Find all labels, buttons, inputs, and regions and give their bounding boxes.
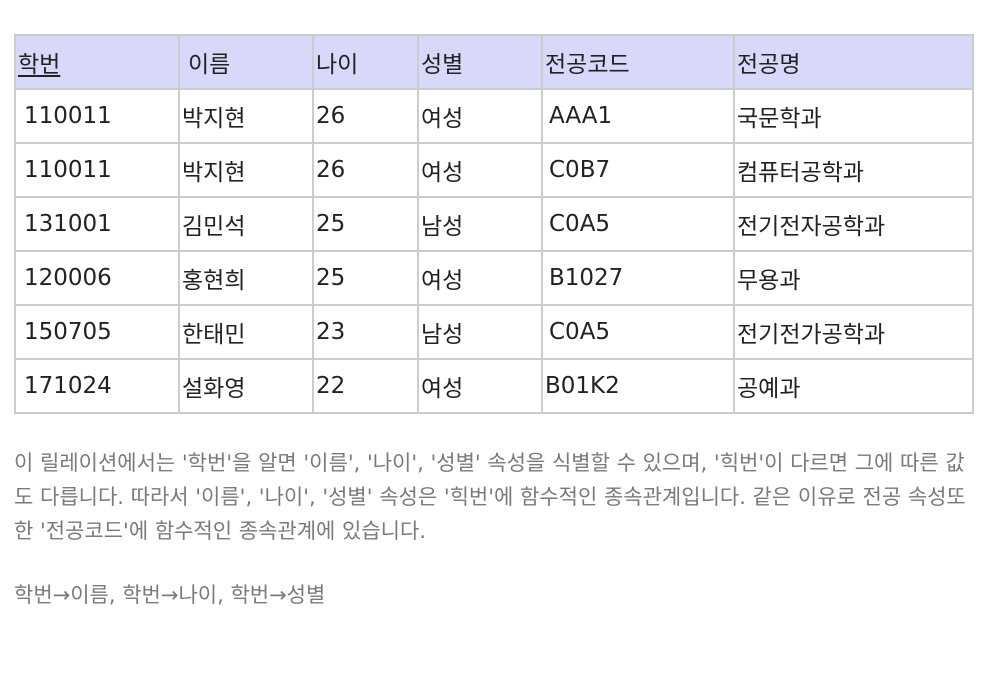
header-gender: 성별 <box>417 34 543 90</box>
primary-key-label: 학번 <box>18 52 61 78</box>
document-content: 학번 이름 나이 성별 전공코드 전공명 110011 박지현 26 여성 AA… <box>14 34 974 633</box>
cell-gender: 여성 <box>417 142 543 198</box>
explanation-paragraph: 이 릴레이션에서는 '학번'을 알면 '이름', '나이', '성별' 속성을 … <box>14 451 966 543</box>
cell-age: 25 <box>312 196 419 252</box>
table-row: 110011 박지현 26 여성 AAA1 국문학과 <box>14 88 974 144</box>
table-row: 131001 김민석 25 남성 C0A5 전기전자공학과 <box>14 196 974 252</box>
cell-major-name: 전기전가공학과 <box>733 304 974 360</box>
cell-age: 26 <box>312 142 419 198</box>
cell-major-code: AAA1 <box>541 88 735 144</box>
cell-major-name: 전기전자공학과 <box>733 196 974 252</box>
header-student-id: 학번 <box>14 34 180 90</box>
student-relation-table: 학번 이름 나이 성별 전공코드 전공명 110011 박지현 26 여성 AA… <box>14 34 974 414</box>
cell-name: 박지현 <box>178 142 314 198</box>
header-age: 나이 <box>312 34 419 90</box>
cell-major-code: C0B7 <box>541 142 735 198</box>
functional-dependencies: 학번→이름, 학번→나이, 학번→성별 <box>14 583 326 607</box>
header-major-name: 전공명 <box>733 34 974 90</box>
header-name: 이름 <box>178 34 314 90</box>
cell-name: 설화영 <box>178 358 314 414</box>
cell-major-name: 공예과 <box>733 358 974 414</box>
cell-major-name: 국문학과 <box>733 88 974 144</box>
cell-age: 22 <box>312 358 419 414</box>
cell-age: 23 <box>312 304 419 360</box>
cell-name: 홍현희 <box>178 250 314 306</box>
cell-major-name: 컴퓨터공학과 <box>733 142 974 198</box>
cell-name: 한태민 <box>178 304 314 360</box>
table-header-row: 학번 이름 나이 성별 전공코드 전공명 <box>14 34 974 90</box>
cell-student-id: 150705 <box>14 304 180 360</box>
cell-gender: 여성 <box>417 88 543 144</box>
table-row: 150705 한태민 23 남성 C0A5 전기전가공학과 <box>14 304 974 360</box>
cell-name: 박지현 <box>178 88 314 144</box>
cell-name: 김민석 <box>178 196 314 252</box>
table-row: 110011 박지현 26 여성 C0B7 컴퓨터공학과 <box>14 142 974 198</box>
header-major-code: 전공코드 <box>541 34 735 90</box>
cell-student-id: 110011 <box>14 88 180 144</box>
cell-student-id: 171024 <box>14 358 180 414</box>
cell-gender: 남성 <box>417 304 543 360</box>
cell-gender: 여성 <box>417 358 543 414</box>
table-row: 120006 홍현희 25 여성 B1027 무용과 <box>14 250 974 306</box>
cell-major-code: B1027 <box>541 250 735 306</box>
cell-major-name: 무용과 <box>733 250 974 306</box>
cell-major-code: C0A5 <box>541 196 735 252</box>
cell-student-id: 131001 <box>14 196 180 252</box>
table-row: 171024 설화영 22 여성 B01K2 공예과 <box>14 358 974 414</box>
cell-student-id: 120006 <box>14 250 180 306</box>
cell-student-id: 110011 <box>14 142 180 198</box>
cell-age: 26 <box>312 88 419 144</box>
cell-age: 25 <box>312 250 419 306</box>
cell-gender: 남성 <box>417 196 543 252</box>
cell-major-code: C0A5 <box>541 304 735 360</box>
cell-major-code: B01K2 <box>541 358 735 414</box>
cell-gender: 여성 <box>417 250 543 306</box>
